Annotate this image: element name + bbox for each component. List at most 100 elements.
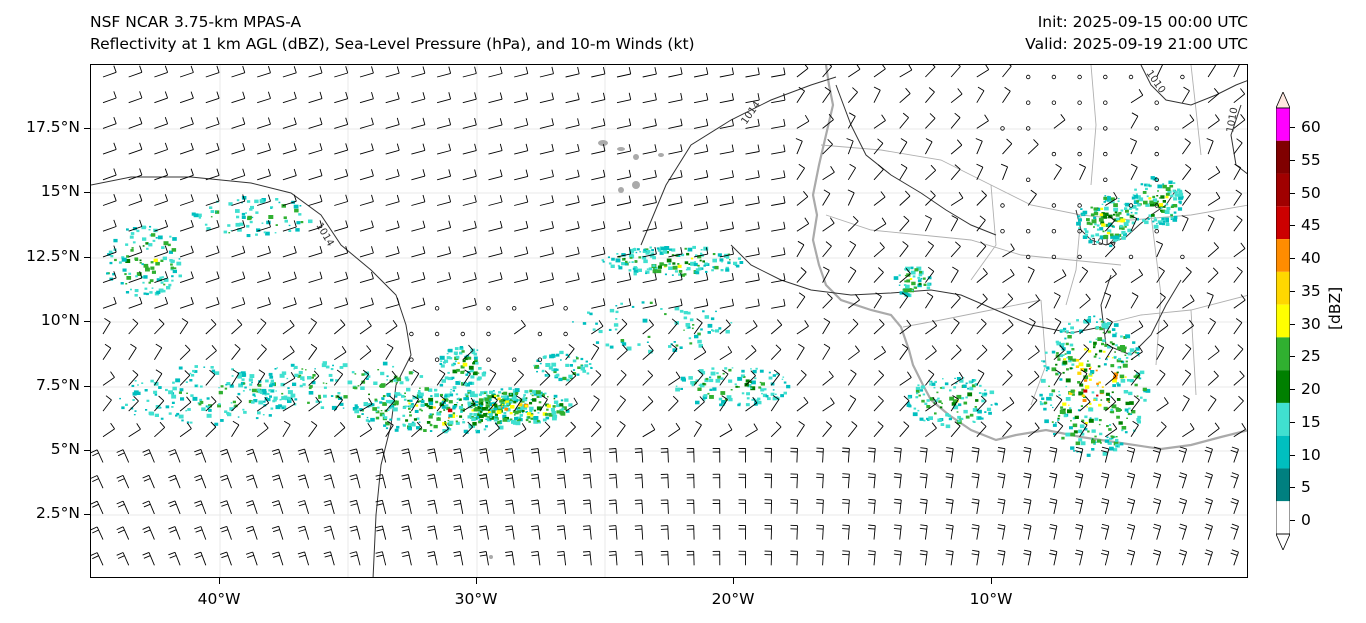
wind-barb — [1053, 395, 1063, 412]
wind-barb — [694, 195, 709, 206]
reflectivity-cell — [1056, 341, 1061, 346]
reflectivity-cell — [536, 419, 540, 423]
wind-barb — [1130, 163, 1138, 181]
reflectivity-cell — [1154, 217, 1156, 219]
reflectivity-cell — [198, 403, 202, 406]
wind-barb — [616, 318, 628, 335]
wind-barb — [919, 498, 928, 514]
reflectivity-cell — [529, 389, 533, 393]
reflectivity-cell — [287, 399, 292, 403]
wind-barb — [719, 395, 728, 412]
wind-barb — [842, 550, 850, 566]
reflectivity-cell — [936, 391, 939, 394]
wind-barb — [1156, 240, 1164, 258]
colorbar-bin — [1276, 304, 1290, 338]
wind-barb — [102, 371, 115, 386]
wind-barb — [590, 370, 602, 386]
wind-barb — [790, 499, 798, 514]
reflectivity-cell — [1073, 430, 1078, 434]
reflectivity-cell — [651, 249, 654, 252]
reflectivity-cell — [368, 393, 370, 396]
wind-barb — [128, 369, 139, 386]
reflectivity-cell — [528, 420, 531, 423]
reflectivity-cell — [1112, 226, 1115, 228]
reflectivity-cell — [106, 272, 109, 275]
reflectivity-cell — [487, 416, 491, 419]
wind-barb — [154, 117, 169, 129]
reflectivity-cell — [318, 394, 321, 397]
reflectivity-cell — [226, 411, 230, 415]
reflectivity-cell — [1056, 352, 1059, 355]
reflectivity-cell — [1177, 188, 1181, 192]
wind-barb — [385, 370, 397, 386]
wind-barb — [308, 245, 323, 258]
reflectivity-cell — [717, 253, 722, 257]
reflectivity-cell — [223, 230, 228, 234]
wind-barb — [556, 550, 567, 566]
wind-barb — [686, 550, 695, 566]
reflectivity-cell — [1144, 183, 1148, 187]
wind-barb — [512, 357, 517, 362]
wind-barb — [634, 499, 644, 514]
wind-barb — [950, 241, 961, 258]
reflectivity-cell — [1055, 422, 1057, 424]
reflectivity-cell — [468, 423, 472, 427]
wind-barb — [179, 297, 194, 309]
reflectivity-cell — [1136, 395, 1139, 397]
reflectivity-cell — [322, 361, 327, 365]
reflectivity-cell — [1093, 355, 1097, 358]
reflectivity-cell — [634, 247, 636, 249]
wind-barb — [1233, 215, 1243, 232]
wind-barb — [738, 473, 747, 489]
reflectivity-cell — [1101, 203, 1104, 205]
colorbar-tick — [1290, 323, 1295, 325]
reflectivity-cell — [160, 407, 162, 409]
reflectivity-cell — [446, 406, 451, 411]
reflectivity-cell — [281, 406, 285, 410]
wind-barb — [257, 245, 271, 258]
reflectivity-cell — [1105, 358, 1108, 361]
wind-barb — [591, 298, 606, 309]
reflectivity-cell — [243, 410, 247, 414]
reflectivity-cell — [1149, 200, 1154, 204]
wind-barb — [323, 525, 335, 540]
wind-barb — [1156, 266, 1165, 283]
wind-barb — [488, 169, 503, 181]
reflectivity-cell — [1088, 350, 1092, 353]
wind-barb — [591, 118, 606, 129]
colorbar-tick-label: 50 — [1301, 183, 1321, 202]
reflectivity-cell — [1158, 205, 1163, 209]
wind-barb — [1027, 318, 1036, 335]
reflectivity-cell — [720, 391, 726, 395]
wind-barb — [375, 525, 387, 540]
wind-barb — [1182, 395, 1190, 412]
wind-barb — [925, 369, 935, 386]
wind-barb — [1130, 268, 1144, 283]
reflectivity-cell — [1055, 363, 1058, 366]
reflectivity-cell — [485, 394, 489, 397]
reflectivity-cell — [1039, 401, 1042, 403]
reflectivity-cell — [1136, 352, 1140, 355]
reflectivity-cell — [457, 362, 460, 364]
wind-barb — [563, 331, 568, 337]
wind-barb — [462, 297, 477, 309]
reflectivity-cell — [141, 382, 144, 384]
reflectivity-cell — [1166, 206, 1171, 211]
wind-barb — [1053, 421, 1064, 438]
wind-barb — [179, 65, 194, 78]
reflectivity-cell — [210, 216, 213, 218]
reflectivity-cell — [145, 242, 148, 244]
reflectivity-cell — [977, 409, 982, 414]
reflectivity-cell — [737, 257, 741, 260]
reflectivity-cell — [502, 404, 504, 406]
reflectivity-cell — [414, 409, 419, 413]
reflectivity-cell — [683, 311, 688, 315]
colorbar-bin — [1276, 370, 1290, 403]
reflectivity-cell — [657, 248, 662, 252]
reflectivity-cell — [710, 371, 716, 376]
wind-barb — [719, 423, 733, 438]
reflectivity-cell — [467, 401, 472, 405]
wind-barb — [91, 449, 104, 463]
wind-barb — [514, 195, 529, 206]
reflectivity-cell — [514, 388, 520, 392]
